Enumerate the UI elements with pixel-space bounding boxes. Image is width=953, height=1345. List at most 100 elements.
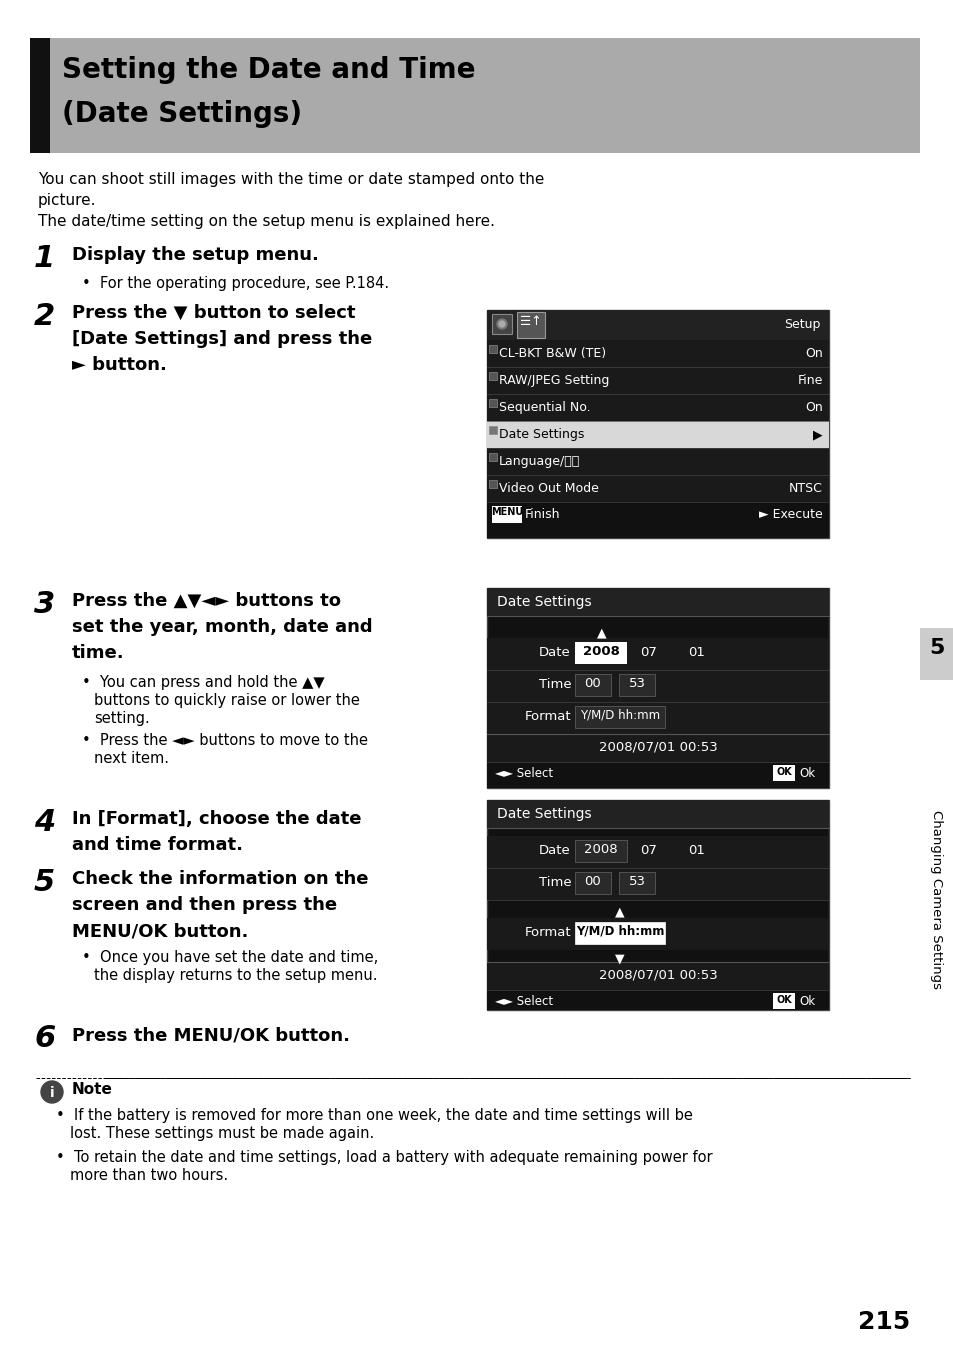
Bar xyxy=(575,706,664,728)
Bar xyxy=(489,480,497,488)
Text: •  You can press and hold the ▲▼: • You can press and hold the ▲▼ xyxy=(82,675,324,690)
Text: ◄► Select: ◄► Select xyxy=(495,767,553,780)
Text: Press the ▲▼◄► buttons to: Press the ▲▼◄► buttons to xyxy=(71,592,340,611)
Text: and time format.: and time format. xyxy=(71,837,243,854)
Text: Setting the Date and Time: Setting the Date and Time xyxy=(62,56,475,83)
Text: Format: Format xyxy=(524,925,571,939)
Text: time.: time. xyxy=(71,644,125,662)
Text: 53: 53 xyxy=(628,677,645,690)
Text: ◄► Select: ◄► Select xyxy=(495,995,553,1007)
Bar xyxy=(486,421,828,448)
Text: i: i xyxy=(50,1085,54,1100)
Bar xyxy=(486,702,828,734)
Bar xyxy=(486,962,828,990)
Text: next item.: next item. xyxy=(94,751,169,767)
Text: OK: OK xyxy=(776,767,791,777)
Text: Language/言語: Language/言語 xyxy=(498,455,579,468)
Text: 53: 53 xyxy=(628,876,645,888)
Text: ► Execute: ► Execute xyxy=(759,508,822,521)
Text: 2008/07/01 00:53: 2008/07/01 00:53 xyxy=(598,741,717,755)
Bar xyxy=(575,841,626,862)
Bar xyxy=(486,588,828,616)
Text: setting.: setting. xyxy=(94,712,150,726)
Text: ► button.: ► button. xyxy=(71,356,167,374)
Text: Sequential No.: Sequential No. xyxy=(498,401,590,414)
Text: Video Out Mode: Video Out Mode xyxy=(498,482,598,495)
Bar xyxy=(489,453,497,461)
Text: Ok: Ok xyxy=(799,995,814,1007)
Bar xyxy=(30,38,50,153)
Bar xyxy=(486,990,828,1010)
Text: Press the ▼ button to select: Press the ▼ button to select xyxy=(71,304,355,321)
Text: buttons to quickly raise or lower the: buttons to quickly raise or lower the xyxy=(94,693,359,707)
Text: Fine: Fine xyxy=(797,374,822,387)
Bar xyxy=(30,38,919,153)
Text: ▼: ▼ xyxy=(615,952,624,964)
Text: On: On xyxy=(804,347,822,360)
Text: picture.: picture. xyxy=(38,192,96,208)
Bar xyxy=(517,312,544,338)
Text: 5: 5 xyxy=(34,868,55,897)
Bar xyxy=(772,993,794,1009)
Text: Time: Time xyxy=(538,876,571,889)
Bar xyxy=(486,588,828,788)
Bar xyxy=(492,313,512,334)
Text: 215: 215 xyxy=(857,1310,909,1334)
Text: 2008: 2008 xyxy=(582,646,618,658)
Text: Check the information on the: Check the information on the xyxy=(71,870,368,888)
Bar xyxy=(486,868,828,900)
Text: •  To retain the date and time settings, load a battery with adequate remaining : • To retain the date and time settings, … xyxy=(56,1150,712,1165)
Text: The date/time setting on the setup menu is explained here.: The date/time setting on the setup menu … xyxy=(38,214,495,229)
Text: Finish: Finish xyxy=(524,508,560,521)
Text: screen and then press the: screen and then press the xyxy=(71,896,336,915)
Bar xyxy=(489,426,497,434)
Bar xyxy=(489,373,497,381)
Text: 07: 07 xyxy=(639,845,657,857)
Text: 2008/07/01 00:53: 2008/07/01 00:53 xyxy=(598,968,717,982)
Text: Y/M/D hh:mm: Y/M/D hh:mm xyxy=(576,925,663,937)
Text: Date: Date xyxy=(538,646,570,659)
Bar xyxy=(489,399,497,408)
Text: Date: Date xyxy=(538,845,570,857)
Text: In [Format], choose the date: In [Format], choose the date xyxy=(71,810,361,829)
Text: Ok: Ok xyxy=(799,767,814,780)
Text: Setup: Setup xyxy=(783,317,821,331)
Bar xyxy=(486,734,828,763)
Bar xyxy=(486,638,828,670)
Text: 1: 1 xyxy=(34,243,55,273)
Text: ▲: ▲ xyxy=(615,905,624,919)
Bar xyxy=(486,502,828,538)
Text: 01: 01 xyxy=(688,646,704,659)
Text: •  For the operating procedure, see P.184.: • For the operating procedure, see P.184… xyxy=(82,276,389,291)
Bar xyxy=(575,674,610,695)
Text: MENU: MENU xyxy=(491,507,522,516)
Text: OK: OK xyxy=(776,995,791,1005)
Bar xyxy=(486,800,828,1010)
Text: 07: 07 xyxy=(639,646,657,659)
Text: 5: 5 xyxy=(928,638,943,658)
Text: 2: 2 xyxy=(34,303,55,331)
Text: Display the setup menu.: Display the setup menu. xyxy=(71,246,318,264)
Bar xyxy=(486,670,828,702)
Text: 00: 00 xyxy=(584,876,600,888)
Text: •  Press the ◄► buttons to move to the: • Press the ◄► buttons to move to the xyxy=(82,733,368,748)
Bar xyxy=(486,800,828,829)
Bar xyxy=(486,309,828,538)
Text: Format: Format xyxy=(524,710,571,724)
Text: the display returns to the setup menu.: the display returns to the setup menu. xyxy=(94,968,377,983)
Text: ☰↑: ☰↑ xyxy=(519,315,541,328)
Bar xyxy=(575,923,664,944)
Text: 4: 4 xyxy=(34,808,55,837)
Text: 2008: 2008 xyxy=(583,843,618,855)
Text: [Date Settings] and press the: [Date Settings] and press the xyxy=(71,330,372,348)
Text: Note: Note xyxy=(71,1081,112,1098)
Bar xyxy=(486,367,828,394)
Circle shape xyxy=(498,321,504,327)
Text: CL-BKT B&W (TE): CL-BKT B&W (TE) xyxy=(498,347,605,360)
Text: •  If the battery is removed for more than one week, the date and time settings : • If the battery is removed for more tha… xyxy=(56,1108,692,1123)
Bar xyxy=(486,309,828,340)
Text: 00: 00 xyxy=(584,677,600,690)
Text: lost. These settings must be made again.: lost. These settings must be made again. xyxy=(70,1126,374,1141)
Bar xyxy=(486,340,828,367)
Bar xyxy=(486,919,828,950)
